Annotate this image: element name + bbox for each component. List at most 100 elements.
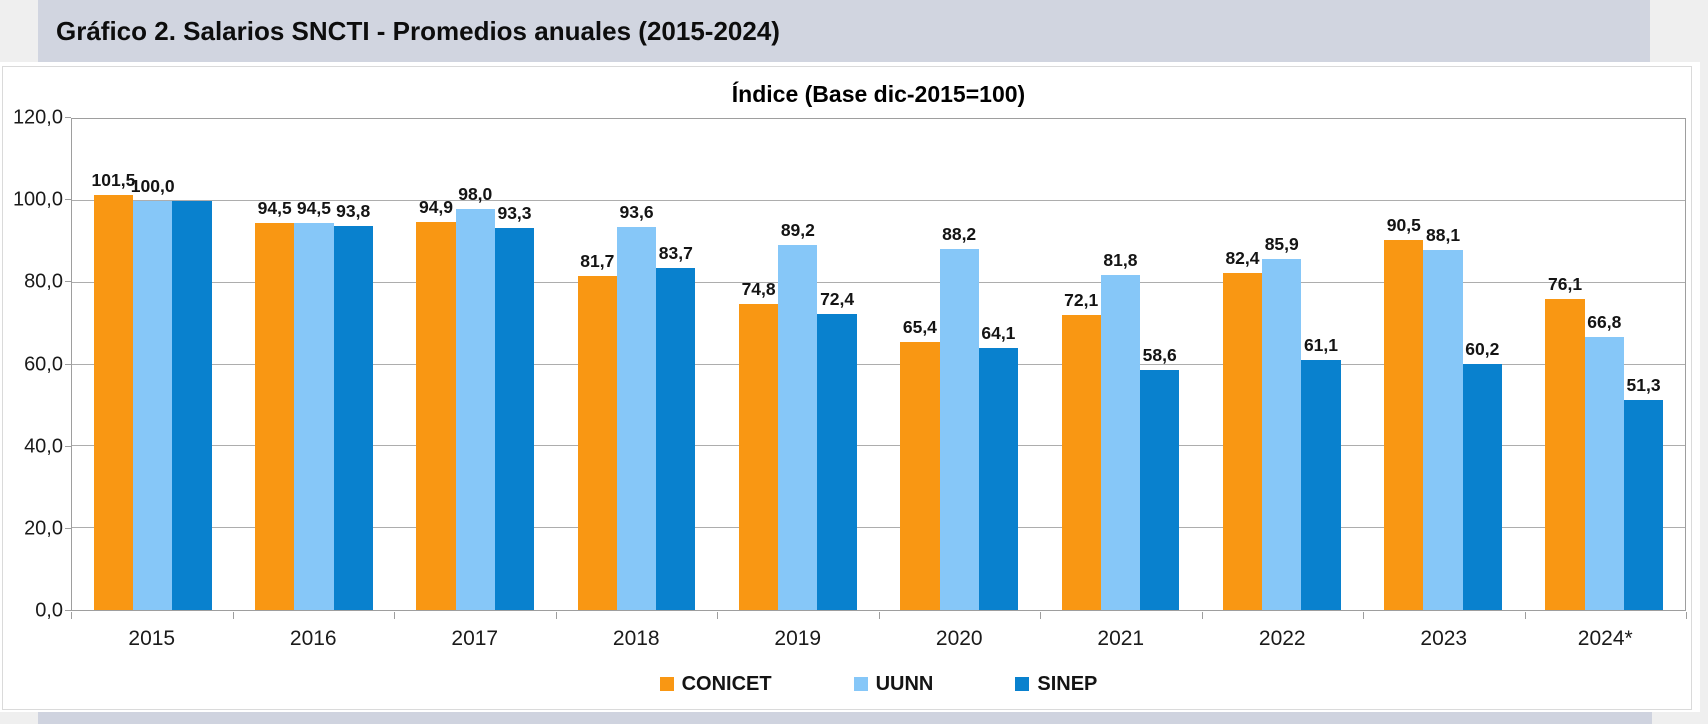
bar-sinep-2020: 64,1: [978, 323, 1019, 610]
x-tick-label: 2022: [1258, 627, 1306, 650]
bar-value-label: 81,7: [580, 250, 615, 271]
bars: 74,8 89,2 72,4: [738, 119, 857, 610]
bar-conicet-2017: 94,9: [416, 197, 456, 610]
bar-conicet-2024: 76,1: [1545, 274, 1585, 610]
bar-conicet-2020: 65,4: [900, 317, 940, 610]
page-title: Gráfico 2. Salarios SNCTI - Promedios an…: [38, 0, 1650, 62]
bar-sinep-2022: 61,1: [1301, 335, 1341, 610]
bars: 90,5 88,1 60,2: [1384, 119, 1502, 610]
bar-value-label: 51,3: [1626, 375, 1661, 396]
bar-value-label: 94,5: [257, 198, 292, 219]
x-axis-labels: 2015 2016 2017 2018 2019 2020 2021 2022 2023 2024…: [71, 627, 1686, 651]
bar-conicet-2019: 74,8: [738, 279, 779, 610]
gridline: [72, 445, 1685, 447]
bar-value-label: 65,4: [902, 317, 937, 338]
x-tick-label: 2019: [774, 627, 822, 650]
bottom-strip: [38, 712, 1652, 724]
top-left-margin: [0, 0, 38, 62]
bar-value-label: 94,5: [296, 198, 331, 219]
bar-group-2019: 74,8 89,2 72,4: [717, 119, 878, 610]
legend-label: UUNN: [875, 672, 934, 695]
bars: 94,5 94,5 93,8: [255, 119, 373, 610]
bar-conicet-2021: 72,1: [1061, 290, 1101, 610]
bar-sinep-2018: 83,7: [656, 243, 696, 610]
y-tick-mark: [65, 363, 71, 365]
y-tick-mark: [65, 281, 71, 283]
bar-sinep-2017: 93,3: [494, 203, 535, 610]
bars: 82,4 85,9 61,1: [1222, 119, 1341, 610]
bars: 94,9 98,0 93,3: [416, 119, 535, 610]
bottom-right-margin: [1652, 712, 1708, 724]
right-margin: [1700, 62, 1708, 712]
bar-group-2022: 82,4 85,9 61,1: [1201, 119, 1362, 610]
y-tick-mark: [65, 199, 71, 201]
bar-value-label: 83,7: [658, 242, 693, 263]
bar-group-2023: 90,5 88,1 60,2: [1362, 119, 1523, 610]
bar-uunn-2017: 98,0: [455, 184, 495, 610]
bar-value-label: 94,9: [418, 196, 454, 217]
bar-uunn-2019: 89,2: [778, 220, 818, 610]
legend-item-sinep: SINEP: [1015, 673, 1097, 696]
bar-uunn-2024: 66,8: [1584, 312, 1624, 610]
bar-value-label: 88,2: [942, 224, 977, 245]
bar-group-2018: 81,7 93,6 83,7: [556, 119, 717, 610]
bar-groups: 101,5 100,0 94,5 94,5 93,8 94,9 98,0 93,3 81,7 93…: [72, 119, 1685, 610]
gridline: [72, 281, 1685, 283]
y-tick-label: 120,0: [12, 106, 63, 129]
legend-swatch-icon: [853, 677, 868, 691]
bar-uunn-2018: 93,6: [616, 202, 657, 610]
bar-sinep-2019: 72,4: [817, 289, 857, 610]
bar-value-label: 101,5: [91, 169, 136, 190]
bar-value-label: 93,3: [497, 203, 532, 224]
x-tick-label: 2024*: [1577, 627, 1633, 650]
chart-title: Índice (Base dic-2015=100): [731, 81, 1026, 107]
gridline: [72, 199, 1685, 201]
x-tick-label: 2017: [451, 627, 499, 650]
x-tick-mark: [394, 612, 395, 619]
bars: 81,7 93,6 83,7: [577, 119, 696, 610]
x-tick-label: 2020: [935, 627, 983, 650]
y-tick-label: 80,0: [24, 270, 63, 293]
legend-item-uunn: UUNN: [853, 672, 934, 696]
bar-value-label: 85,9: [1264, 233, 1299, 254]
y-tick-label: 40,0: [24, 435, 63, 458]
bar-value-label: 61,1: [1303, 335, 1339, 355]
x-tick-mark: [232, 612, 234, 619]
bar-value-label: 93,8: [336, 201, 371, 222]
bar-value-label: 64,1: [981, 322, 1016, 343]
x-tick-label: 2015: [128, 627, 176, 650]
x-tick-mark: [717, 612, 718, 619]
y-tick-mark: [65, 117, 71, 118]
gridline: [72, 363, 1685, 365]
bars: 65,4 88,2 64,1: [900, 119, 1019, 610]
x-tick-mark: [1686, 612, 1687, 619]
bar-value-label: 58,6: [1142, 345, 1177, 366]
bar-value-label: 98,0: [458, 184, 493, 205]
bars: 101,5 100,0: [91, 119, 212, 610]
plot-area: 101,5 100,0 94,5 94,5 93,8 94,9 98,0 93,3 81,7 93…: [71, 118, 1686, 611]
x-tick-label: 2021: [1097, 627, 1145, 650]
bar-value-label: 90,5: [1386, 214, 1421, 235]
x-tick-mark: [1524, 612, 1526, 619]
bars: 72,1 81,8 58,6: [1061, 119, 1180, 610]
bar-value-label: 74,8: [741, 278, 776, 299]
bar-uunn-2020: 88,2: [939, 224, 979, 610]
bar-group-2020: 65,4 88,2 64,1: [878, 119, 1039, 610]
y-tick-label: 100,0: [12, 188, 63, 211]
bar-conicet-2018: 81,7: [577, 251, 617, 610]
legend-item-conicet: CONICET: [659, 673, 772, 696]
bar-conicet-2016: 94,5: [255, 198, 295, 610]
bar-value-label: 88,1: [1426, 224, 1461, 245]
legend-label: SINEP: [1037, 672, 1098, 695]
bar-sinep-2015: [172, 200, 212, 610]
chart: Índice (Base dic-2015=100) 0,0 20,0 40,0 60…: [2, 66, 1692, 710]
bar-uunn-2023: 88,1: [1423, 225, 1463, 610]
bar-uunn-2015: 100,0: [131, 176, 175, 610]
y-tick-label: 0,0: [35, 599, 63, 622]
bar-sinep-2024: 51,3: [1623, 375, 1664, 610]
x-tick-mark: [1040, 612, 1041, 619]
bar-value-label: 72,4: [820, 288, 855, 309]
x-tick-label: 2018: [612, 627, 660, 650]
bar-value-label: 100,0: [130, 175, 175, 196]
